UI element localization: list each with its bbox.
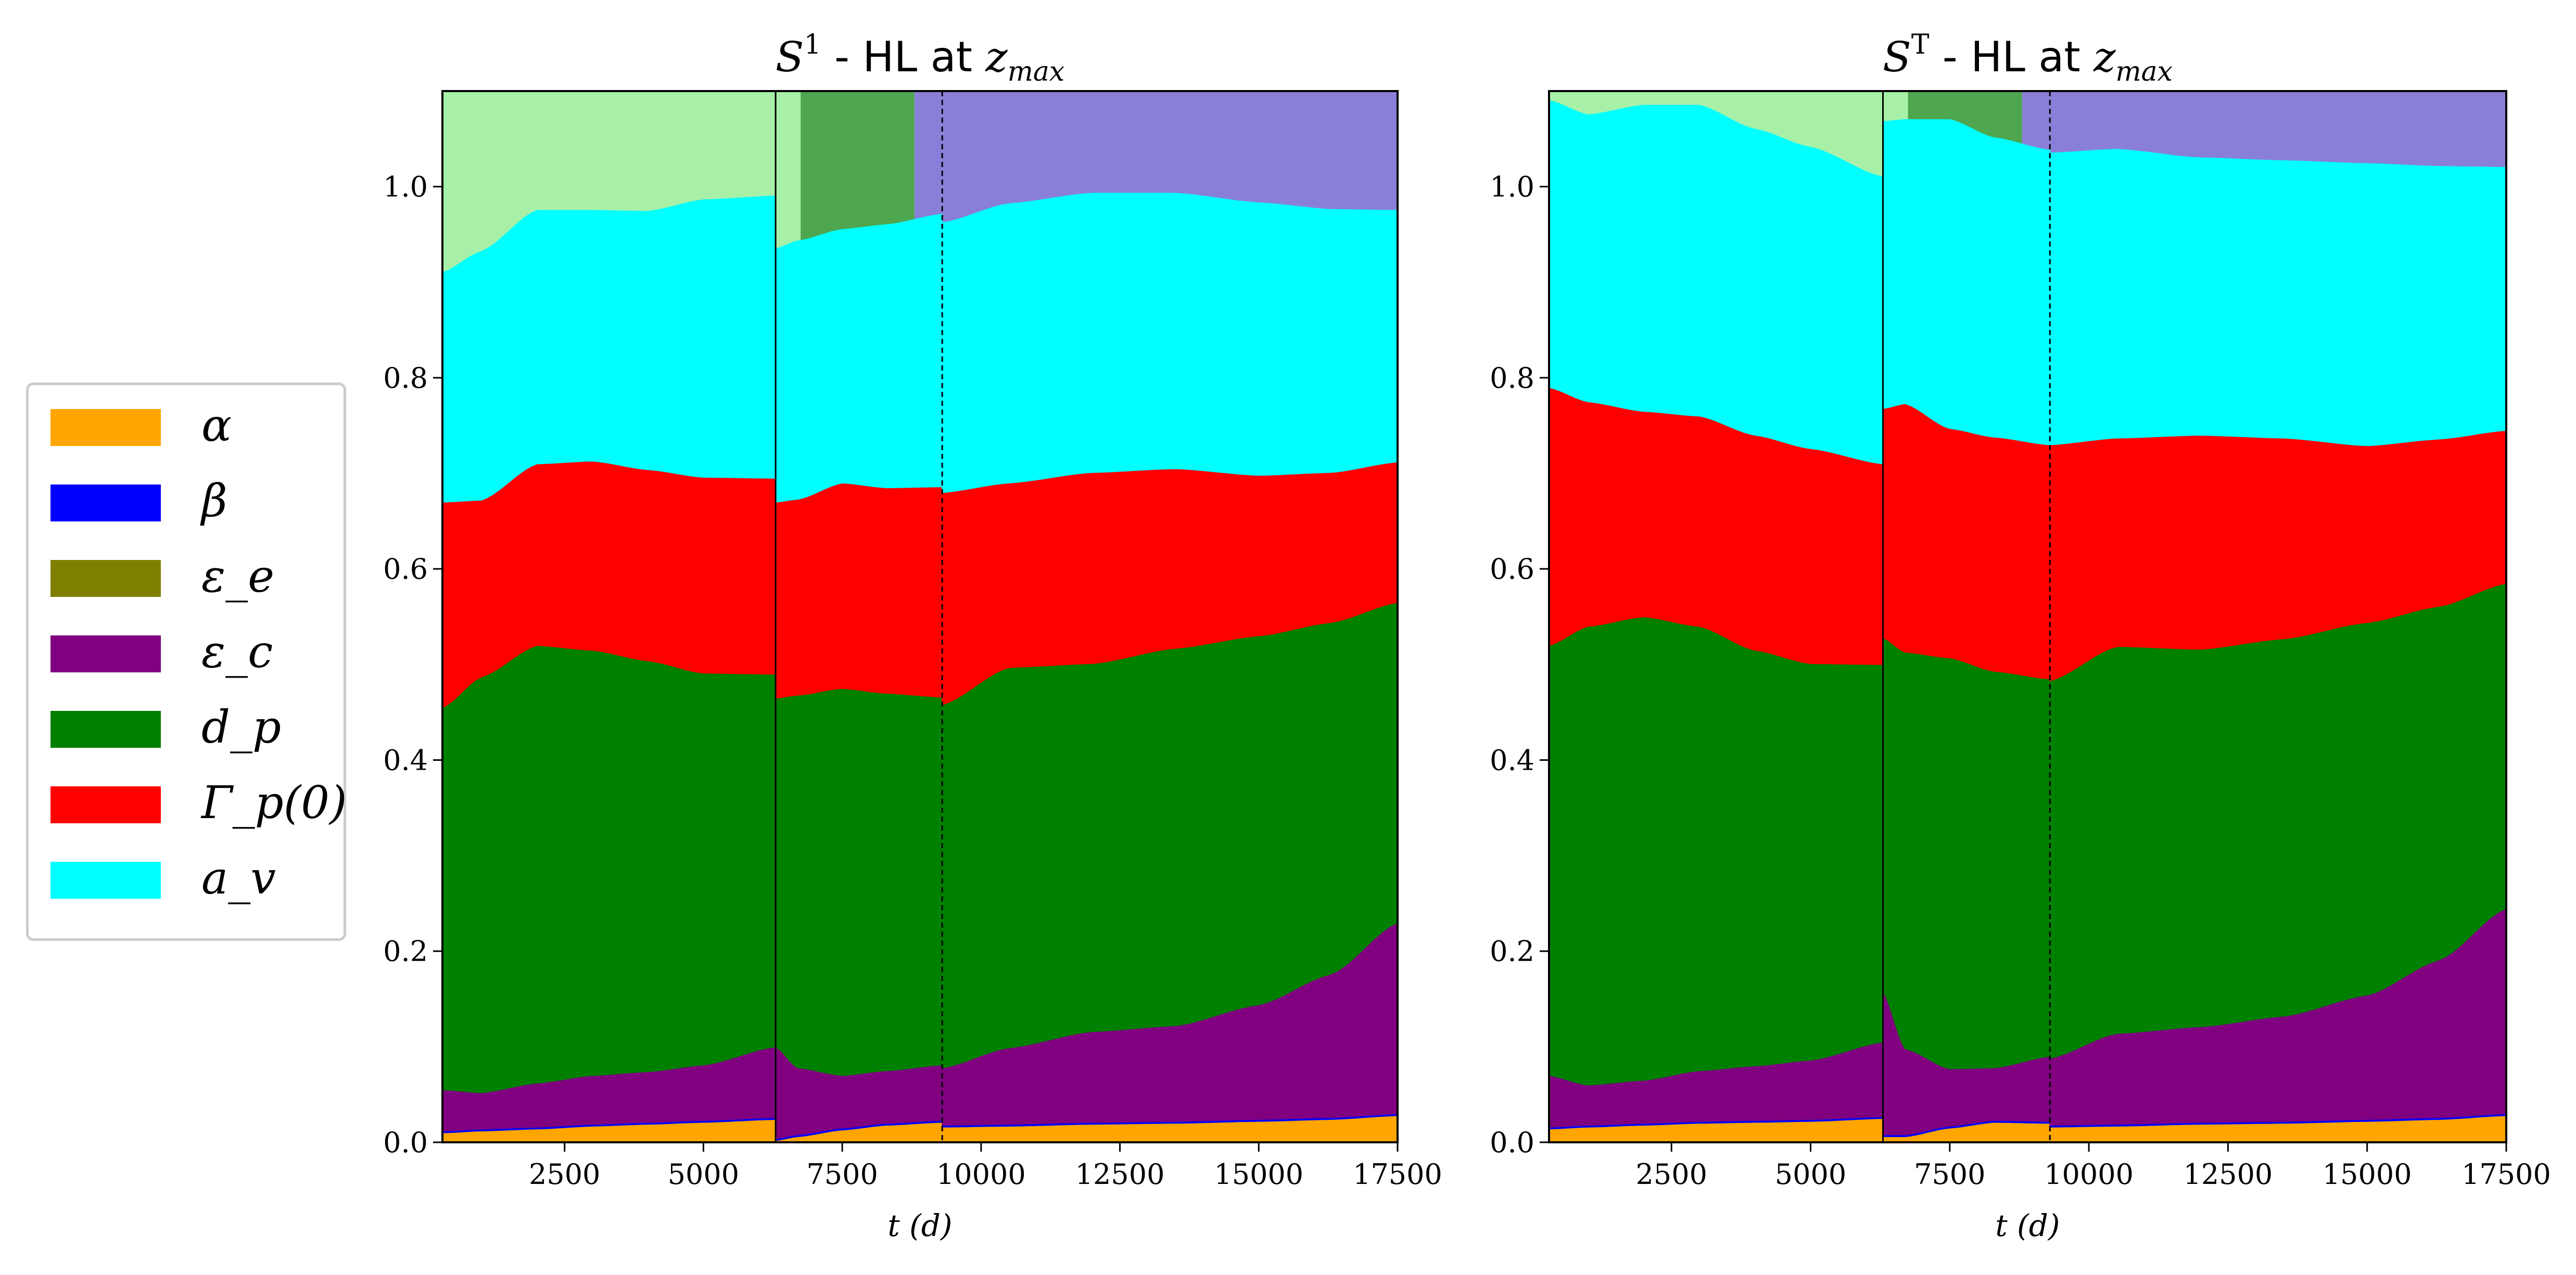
legend-swatch-alpha [50,409,161,446]
x-axis-label: t (d) [1995,1208,2060,1243]
chart-panel-1: 2500 5000 7500 10000 12500 15000 17500 0.0 0.2 0.… [383,29,1442,1243]
y-tick-label: 1.0 [383,171,428,203]
axes-frame [441,90,1399,1143]
x-tick-label: 12500 [2184,1158,2273,1191]
area-d-p-seg2 [775,687,943,1076]
area-d-p-seg1 [1549,616,1884,1086]
legend-item-beta: β [50,475,342,527]
legend-label-alpha: α [201,400,232,452]
area-d-p-seg2 [1882,636,2051,1069]
legend-label-beta: β [201,475,227,527]
legend-item-alpha: α [50,400,342,452]
plot-area [1549,91,2506,1142]
area-gamma-p0-seg2 [1882,403,2051,680]
x-tick-label: 2500 [1636,1158,1707,1191]
x-tick-label: 10000 [2044,1158,2134,1191]
y-tick-label: 0.6 [383,553,428,585]
y-tick-label: 0.8 [383,362,428,394]
legend-label-d-p: d_p [201,702,282,754]
plot-area [442,91,1398,1142]
legend-swatch-epsilon-e [50,560,161,597]
legend-item-epsilon-c: ε_c [50,626,342,678]
area-gamma-p0-seg2 [775,482,943,699]
x-tick-label: 7500 [806,1158,878,1191]
chart-panel-2: 2500 5000 7500 10000 12500 15000 17500 0.0 0.2 0.… [1490,29,2551,1243]
legend-item-gamma-p0: Γ_p(0) [50,777,347,829]
y-tick-label: 1.0 [1490,171,1534,203]
x-tick-label: 17500 [2461,1158,2551,1191]
chart-legend: α β ε_e ε_c d_p Γ_p(0) a_v [26,382,347,941]
area-a-v-seg3 [2049,149,2506,447]
legend-item-d-p: d_p [50,702,342,754]
background-block-1 [776,91,801,254]
legend-label-gamma-p0: Γ_p(0) [201,777,347,829]
legend-item-epsilon-e: ε_e [50,551,342,603]
area-a-v-seg2 [1882,119,2051,445]
y-tick-label: 0.4 [383,744,428,776]
x-tick-label: 7500 [1914,1158,1985,1191]
x-tick-label: 15000 [2323,1158,2412,1191]
legend-label-epsilon-c: ε_c [201,626,273,678]
chart-title: S1 - HL at zmax [776,29,1064,87]
legend-item-a-v: a_v [50,852,342,904]
x-tick-label: 12500 [1075,1158,1165,1191]
area-a-v-seg3 [942,193,1398,493]
x-tick-label: 2500 [529,1158,600,1191]
legend-label-a-v: a_v [201,852,276,904]
x-tick-label: 17500 [1353,1158,1442,1191]
y-tick-label: 0.6 [1490,553,1534,585]
x-tick-label: 15000 [1214,1158,1303,1191]
area-d-p-seg1 [442,645,777,1093]
y-tick-label: 0.0 [1490,1126,1534,1159]
y-tick-label: 0.2 [383,935,428,968]
area-a-v-seg2 [775,213,943,503]
y-tick-label: 0.8 [1490,362,1534,394]
y-tick-label: 0.0 [383,1126,428,1159]
y-tick-label: 0.4 [1490,744,1534,776]
legend-label-epsilon-e: ε_e [201,551,275,603]
x-tick-label: 5000 [1775,1158,1846,1191]
legend-swatch-d-p [50,711,161,748]
legend-swatch-a-v [50,862,161,899]
axes-frame [1548,90,2507,1143]
x-axis-label: t (d) [887,1208,952,1243]
legend-swatch-gamma-p0 [50,786,161,823]
x-tick-label: 10000 [936,1158,1026,1191]
legend-swatch-beta [50,484,161,521]
y-tick-label: 0.2 [1490,935,1534,968]
chart-title: ST - HL at zmax [1883,29,2173,87]
x-tick-label: 5000 [668,1158,739,1191]
legend-swatch-epsilon-c [50,635,161,672]
